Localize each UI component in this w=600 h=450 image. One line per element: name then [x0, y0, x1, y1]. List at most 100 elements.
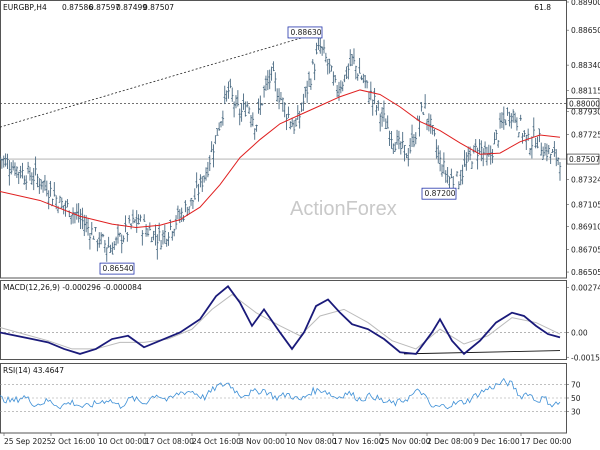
ohlc-bar	[292, 120, 296, 135]
ohlc-bar	[216, 128, 219, 136]
ohlc-bar	[474, 139, 477, 152]
axis-price-label: 0.88000	[569, 99, 600, 108]
ohlc-bar	[264, 75, 268, 91]
price-y-tick-label: 0.86505	[571, 268, 600, 277]
ohlc-bar	[225, 90, 228, 102]
ohlc-bar	[521, 132, 524, 144]
ohlc-bar	[272, 61, 275, 72]
rsi-y-tick-label: 70	[571, 380, 581, 389]
ohlc-bar	[221, 110, 225, 126]
ohlc-bar	[101, 233, 105, 238]
ohlc-bar	[6, 153, 9, 170]
ohlc-bar	[373, 87, 376, 105]
ohlc-bar	[300, 102, 303, 112]
ohlc-bar	[182, 215, 185, 222]
ohlc-bar	[111, 242, 114, 255]
ohlc-bar	[461, 164, 464, 185]
ohlc-bar	[315, 42, 318, 55]
ohlc-bar	[319, 37, 322, 54]
ohlc-bar	[79, 208, 82, 229]
ohlc-bar	[379, 113, 382, 132]
ohlc-bar	[511, 109, 515, 123]
ohlc-bar	[114, 236, 118, 246]
ohlc-bar	[156, 234, 159, 260]
ohlc-bar	[364, 75, 367, 89]
ohlc-high: 0.87597	[89, 3, 120, 12]
macd-plot	[0, 284, 566, 356]
ohlc-bar	[317, 37, 320, 50]
ohlc-bar	[11, 160, 15, 171]
ohlc-bar	[534, 137, 537, 149]
ohlc-bar	[369, 81, 373, 101]
ohlc-bar	[210, 141, 213, 153]
ohlc-bar	[410, 124, 414, 147]
ohlc-bar	[457, 181, 461, 190]
ohlc-bar	[49, 180, 52, 197]
ohlc-bar	[214, 135, 217, 145]
ohlc-bar	[412, 134, 416, 148]
ohlc-bar	[66, 199, 69, 208]
ohlc-bar	[206, 161, 210, 178]
macd-y-tick-label: -0.001505	[571, 353, 600, 362]
ohlc-bar	[40, 179, 43, 190]
price-annotations: 0.88000 0.87507 0.88630 0.87200 0.86540	[99, 26, 600, 275]
ohlc-bar	[498, 112, 502, 129]
ohlc-bar	[69, 215, 73, 225]
x-tick-label: 25 Sep 2025	[4, 437, 52, 446]
ohlc-bar	[99, 232, 103, 245]
ohlc-bar	[58, 195, 62, 203]
ohlc-bar	[375, 105, 378, 116]
ohlc-bar	[399, 141, 403, 155]
ohlc-bar	[15, 166, 19, 178]
macd-y-tick-label: 0.00274	[571, 283, 600, 292]
ohlc-bar	[199, 174, 202, 188]
corner-value: 61.8	[534, 3, 551, 12]
ohlc-bar	[463, 150, 466, 167]
ohlc-bar	[159, 240, 163, 250]
ohlc-bar	[532, 117, 535, 138]
ohlc-bar	[302, 93, 305, 111]
ohlc-bar	[133, 219, 137, 224]
ohlc-bar	[262, 85, 266, 98]
ohlc-bar	[126, 232, 129, 242]
rsi-line	[0, 377, 561, 410]
main-header-title: EURGBP,H4	[3, 3, 47, 12]
ohlc-bar	[543, 142, 547, 156]
x-tick-label: 3 Nov 00:00	[239, 437, 285, 446]
ohlc-bar	[150, 236, 153, 243]
ohlc-bar	[161, 230, 165, 245]
ohlc-bar	[96, 239, 99, 252]
ohlc-bar	[92, 235, 95, 240]
ohlc-bar	[109, 244, 112, 253]
ohlc-bar	[146, 228, 150, 237]
ohlc-bar	[401, 131, 404, 149]
ohlc-bar	[25, 175, 28, 190]
ohlc-bar	[384, 118, 388, 130]
axis-price-box	[566, 98, 600, 109]
ohlc-bar	[247, 106, 251, 115]
ohlc-bar	[305, 80, 309, 103]
ohlc-bar	[184, 200, 187, 213]
ohlc-bar	[313, 63, 316, 81]
ohlc-bar	[244, 101, 247, 117]
rsi-header-title: RSI(14) 43.4647	[3, 366, 64, 375]
ohlc-bar	[103, 239, 107, 253]
x-tick-label: 17 Dec 00:00	[521, 437, 572, 446]
ohlc-close: 0.87507	[143, 3, 174, 12]
x-tick-label: 9 Dec 16:00	[474, 437, 520, 446]
ohlc-bar	[343, 74, 346, 83]
ohlc-bar	[30, 172, 34, 185]
ohlc-bar	[380, 107, 384, 127]
ohlc-bar	[433, 128, 436, 137]
ohlc-bar	[307, 71, 311, 87]
ohlc-bar	[172, 228, 176, 237]
ohlc-bar	[472, 145, 476, 154]
macd-trendline	[403, 350, 561, 355]
ohlc-bar	[324, 52, 328, 63]
ohlc-bar	[440, 164, 444, 177]
ohlc-bar	[10, 162, 13, 175]
ohlc-bar	[141, 230, 144, 246]
ohlc-bar	[13, 162, 17, 176]
